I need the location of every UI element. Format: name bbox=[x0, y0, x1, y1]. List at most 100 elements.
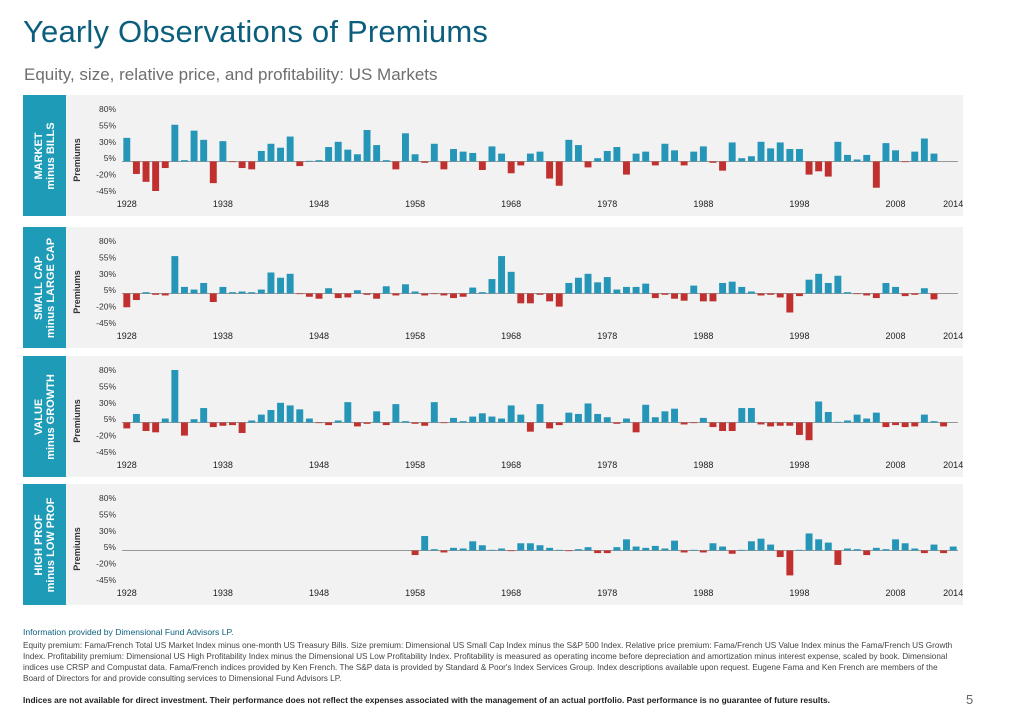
bar bbox=[863, 418, 871, 423]
bar bbox=[555, 422, 563, 426]
bar bbox=[747, 541, 755, 551]
bar bbox=[661, 143, 669, 162]
bar bbox=[776, 550, 784, 558]
bar bbox=[920, 288, 928, 294]
bar bbox=[171, 256, 179, 294]
bar bbox=[863, 293, 871, 296]
bar bbox=[574, 277, 582, 294]
bar bbox=[517, 161, 525, 166]
bar bbox=[555, 549, 563, 551]
bar bbox=[844, 292, 851, 294]
bar bbox=[373, 293, 381, 299]
panel-value-minus-growth: VALUE minus GROWTH Premiums 80% 55% 30% 5% -… bbox=[23, 356, 963, 477]
bar bbox=[546, 161, 554, 179]
bar bbox=[940, 550, 948, 554]
bar bbox=[623, 539, 630, 551]
y-tick-label: -20% bbox=[96, 170, 116, 180]
bar bbox=[795, 149, 803, 162]
bar bbox=[440, 161, 448, 170]
bar bbox=[863, 154, 871, 162]
bar bbox=[594, 413, 602, 423]
x-tick-label: 2014 bbox=[943, 199, 963, 209]
bar bbox=[747, 291, 755, 294]
bar bbox=[892, 422, 899, 426]
bar bbox=[824, 161, 832, 177]
bar bbox=[872, 293, 880, 299]
bar-chart-size: 80% 55% 30% 5% -20% -45%1928 1938 1948 1958 1968 1… bbox=[96, 236, 963, 341]
bar bbox=[478, 413, 486, 423]
panel-label-text: MARKET minus BILLS bbox=[32, 121, 57, 190]
y-tick-label: 55% bbox=[99, 252, 116, 262]
panel-small-minus-large: SMALL CAP minus LARGE CAP Premiums 80% 55… bbox=[23, 227, 963, 348]
bar bbox=[786, 149, 794, 162]
bar bbox=[680, 161, 688, 166]
bar bbox=[123, 293, 131, 308]
bar bbox=[132, 293, 140, 301]
bar bbox=[690, 549, 698, 551]
bar bbox=[920, 414, 928, 423]
bar bbox=[853, 549, 861, 551]
bar bbox=[642, 151, 650, 162]
x-tick-label: 2008 bbox=[886, 588, 906, 598]
bar bbox=[546, 293, 554, 302]
bar bbox=[795, 549, 803, 551]
bar bbox=[440, 293, 448, 296]
bar bbox=[257, 150, 265, 162]
bar bbox=[181, 422, 188, 436]
page-title: Yearly Observations of Premiums bbox=[23, 14, 489, 49]
bar bbox=[382, 160, 390, 162]
bar bbox=[478, 292, 486, 294]
x-tick-label: 1968 bbox=[501, 460, 521, 470]
bar bbox=[142, 422, 150, 432]
y-tick-label: -45% bbox=[96, 318, 116, 328]
bar bbox=[478, 161, 486, 171]
bar bbox=[671, 150, 678, 162]
bar bbox=[286, 136, 294, 162]
bar bbox=[661, 411, 669, 423]
bar bbox=[920, 550, 928, 554]
bar bbox=[507, 405, 515, 423]
bar bbox=[738, 158, 746, 162]
bar bbox=[315, 422, 323, 424]
bar bbox=[901, 543, 909, 551]
bar bbox=[325, 147, 333, 162]
bar bbox=[430, 549, 438, 551]
bar bbox=[229, 292, 236, 294]
bar bbox=[161, 418, 169, 423]
x-tick-label: 1938 bbox=[213, 199, 233, 209]
bar bbox=[286, 405, 294, 423]
bar bbox=[488, 146, 496, 162]
x-tick-label: 2008 bbox=[886, 331, 906, 341]
x-tick-label: 1928 bbox=[117, 331, 137, 341]
bar bbox=[257, 414, 265, 423]
bar bbox=[805, 279, 813, 294]
bar bbox=[901, 293, 909, 297]
bar bbox=[430, 143, 438, 162]
y-tick-label: 55% bbox=[99, 509, 116, 519]
x-tick-label: 1998 bbox=[789, 588, 809, 598]
bar bbox=[776, 293, 784, 298]
bar bbox=[555, 161, 563, 186]
y-tick-label: -20% bbox=[96, 302, 116, 312]
bar bbox=[757, 538, 765, 551]
bar bbox=[411, 154, 419, 162]
x-tick-label: 1998 bbox=[789, 331, 809, 341]
bar bbox=[382, 422, 390, 426]
bar bbox=[334, 293, 342, 299]
bar bbox=[526, 153, 534, 162]
bar bbox=[305, 293, 313, 297]
bar bbox=[805, 161, 813, 175]
page-subtitle: Equity, size, relative price, and profit… bbox=[24, 65, 438, 84]
bar bbox=[296, 293, 304, 295]
x-tick-label: 1938 bbox=[213, 588, 233, 598]
bar bbox=[603, 277, 611, 294]
bar bbox=[257, 289, 265, 294]
bar bbox=[248, 292, 256, 294]
bar bbox=[498, 256, 506, 294]
bar bbox=[142, 292, 150, 294]
bar bbox=[132, 413, 140, 423]
bar bbox=[190, 130, 198, 162]
bar bbox=[594, 550, 602, 554]
bar bbox=[872, 412, 880, 423]
bar bbox=[123, 137, 131, 162]
